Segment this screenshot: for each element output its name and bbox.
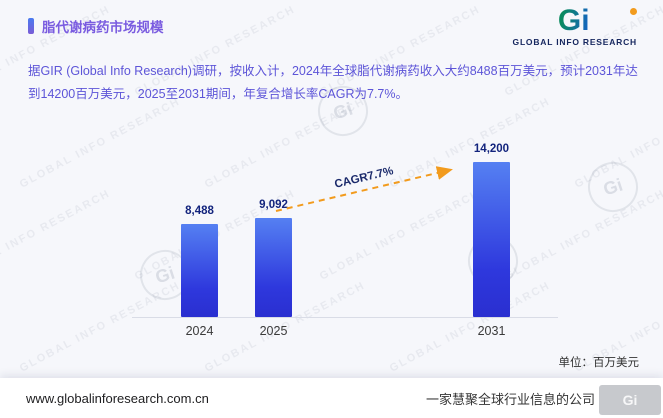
- page-title: 脂代谢病药市场规模: [42, 20, 164, 35]
- gir-logo-mark: Gi: [557, 4, 590, 37]
- unit-label: 单位：百万美元: [558, 357, 640, 369]
- footer-bar: www.globalinforesearch.com.cn 一家慧聚全球行业信息…: [0, 378, 663, 418]
- corner-watermark-badge: Gi: [599, 385, 661, 415]
- report-header: 脂代谢病药市场规模: [28, 16, 164, 36]
- bar-2024: [181, 224, 218, 317]
- gir-logo-text: GLOBAL INFO RESEARCH: [512, 37, 637, 47]
- title-accent-bar: [28, 18, 34, 34]
- bar-2025: [255, 217, 292, 317]
- cagr-annotation: CAGR7.7%: [333, 165, 395, 191]
- x-axis-label: 2024: [185, 324, 214, 338]
- x-axis-label: 2025: [259, 324, 288, 338]
- x-axis-line: [132, 317, 558, 318]
- bar-value-label: 9,092: [259, 198, 288, 211]
- footer-slogan: 一家慧聚全球行业信息的公司: [425, 391, 595, 407]
- bar-2031: [473, 162, 510, 317]
- footer-website: www.globalinforesearch.com.cn: [26, 390, 209, 406]
- bar-value-label: 8,488: [185, 205, 214, 218]
- logo-orange-dot-icon: [630, 8, 637, 15]
- summary-paragraph: 据GIR (Global Info Research)调研，按收入计，2024年…: [28, 64, 638, 101]
- bar-value-label: 14,200: [473, 143, 510, 155]
- corner-watermark-mark: Gi: [622, 392, 638, 408]
- gir-logo: Gi GLOBAL INFO RESEARCH: [513, 6, 637, 47]
- bar-chart: 8,488 2024 9,092 2025 14,200 2031 CAGR7.7%: [132, 140, 558, 338]
- x-axis-label: 2031: [477, 324, 506, 338]
